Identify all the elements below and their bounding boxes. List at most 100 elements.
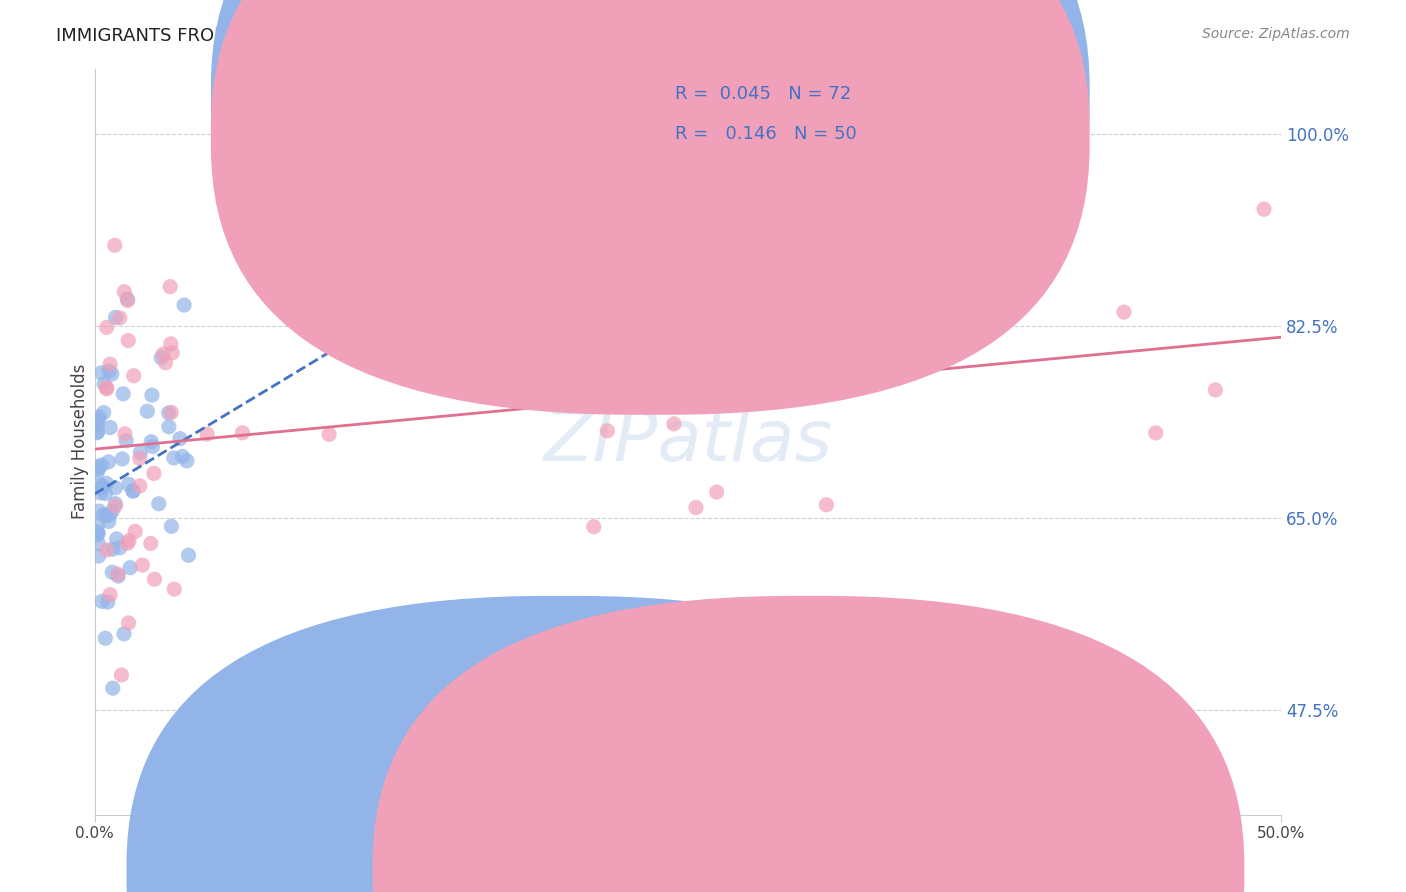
Point xyxy=(97,455,120,469)
Point xyxy=(90,479,112,493)
Point xyxy=(141,440,163,454)
Point xyxy=(110,668,132,682)
Point xyxy=(96,543,118,558)
Point xyxy=(101,542,124,557)
Point xyxy=(114,426,136,441)
Point xyxy=(93,508,115,522)
Text: ZIPatlas: ZIPatlas xyxy=(543,407,832,476)
Point xyxy=(143,572,166,586)
Point xyxy=(159,337,181,351)
Point xyxy=(596,424,619,438)
Point xyxy=(128,479,150,493)
Point xyxy=(86,417,108,432)
Point xyxy=(118,533,141,548)
Point xyxy=(93,406,115,420)
Point xyxy=(93,376,115,391)
Point xyxy=(104,238,127,252)
Point xyxy=(90,366,112,380)
Point xyxy=(131,558,153,573)
Point xyxy=(662,417,685,431)
Point xyxy=(107,567,129,582)
Point xyxy=(86,528,108,542)
Point xyxy=(136,404,159,418)
Point xyxy=(124,524,146,539)
Point xyxy=(87,413,110,427)
Point xyxy=(173,298,195,312)
Point xyxy=(160,519,183,533)
Point xyxy=(86,466,108,480)
Point xyxy=(89,409,111,424)
Point xyxy=(101,367,124,381)
Point xyxy=(87,459,110,474)
Point xyxy=(112,627,135,641)
Point xyxy=(1144,425,1167,440)
Point xyxy=(101,566,124,580)
Point xyxy=(157,419,180,434)
Point xyxy=(163,582,186,596)
Point xyxy=(122,368,145,383)
Text: R =  0.045   N = 72: R = 0.045 N = 72 xyxy=(675,85,851,103)
Point xyxy=(98,588,121,602)
Point xyxy=(129,445,152,459)
Point xyxy=(108,541,131,555)
Point xyxy=(177,549,200,563)
Text: Serbians: Serbians xyxy=(810,855,877,870)
Point xyxy=(112,285,135,299)
Point xyxy=(90,458,112,472)
Point xyxy=(128,451,150,466)
Point xyxy=(122,483,145,498)
Text: Immigrants from Nepal: Immigrants from Nepal xyxy=(558,855,735,870)
Point xyxy=(468,296,491,310)
Point xyxy=(152,347,174,361)
Point xyxy=(120,560,142,574)
Point xyxy=(86,425,108,440)
Point xyxy=(155,356,177,370)
Point xyxy=(87,537,110,551)
Point xyxy=(122,484,145,499)
Point xyxy=(141,434,163,449)
Text: R =   0.146   N = 50: R = 0.146 N = 50 xyxy=(675,125,856,143)
Point xyxy=(97,515,120,529)
Point xyxy=(101,681,124,696)
Point xyxy=(97,595,120,609)
Point xyxy=(162,346,184,360)
Point xyxy=(172,450,194,464)
Y-axis label: Family Households: Family Households xyxy=(72,364,89,519)
Point xyxy=(104,499,127,513)
Text: Source: ZipAtlas.com: Source: ZipAtlas.com xyxy=(1202,27,1350,41)
Point xyxy=(828,155,851,169)
Point xyxy=(90,594,112,608)
Point xyxy=(318,427,340,442)
Point xyxy=(115,434,138,448)
Point xyxy=(104,481,127,495)
Point xyxy=(108,310,131,325)
Point xyxy=(86,524,108,539)
Point xyxy=(105,532,128,546)
Point xyxy=(97,364,120,378)
Point xyxy=(94,631,117,645)
Point xyxy=(1253,202,1275,217)
Point xyxy=(98,420,121,434)
Point xyxy=(96,381,118,395)
Point xyxy=(96,476,118,491)
Point xyxy=(117,334,139,348)
Point xyxy=(111,451,134,466)
Point xyxy=(148,497,170,511)
Point xyxy=(582,519,605,533)
Point xyxy=(90,478,112,492)
Point xyxy=(157,406,180,420)
Point xyxy=(117,536,139,550)
Point xyxy=(112,387,135,401)
Point xyxy=(89,486,111,500)
Point xyxy=(1204,383,1226,397)
Point xyxy=(96,320,118,334)
Point xyxy=(389,304,412,318)
Point xyxy=(86,518,108,533)
Point xyxy=(86,425,108,439)
Point xyxy=(141,388,163,402)
Point xyxy=(104,497,127,511)
Point xyxy=(169,432,191,446)
Point xyxy=(463,331,485,345)
Point xyxy=(94,508,117,523)
Point xyxy=(98,508,121,522)
